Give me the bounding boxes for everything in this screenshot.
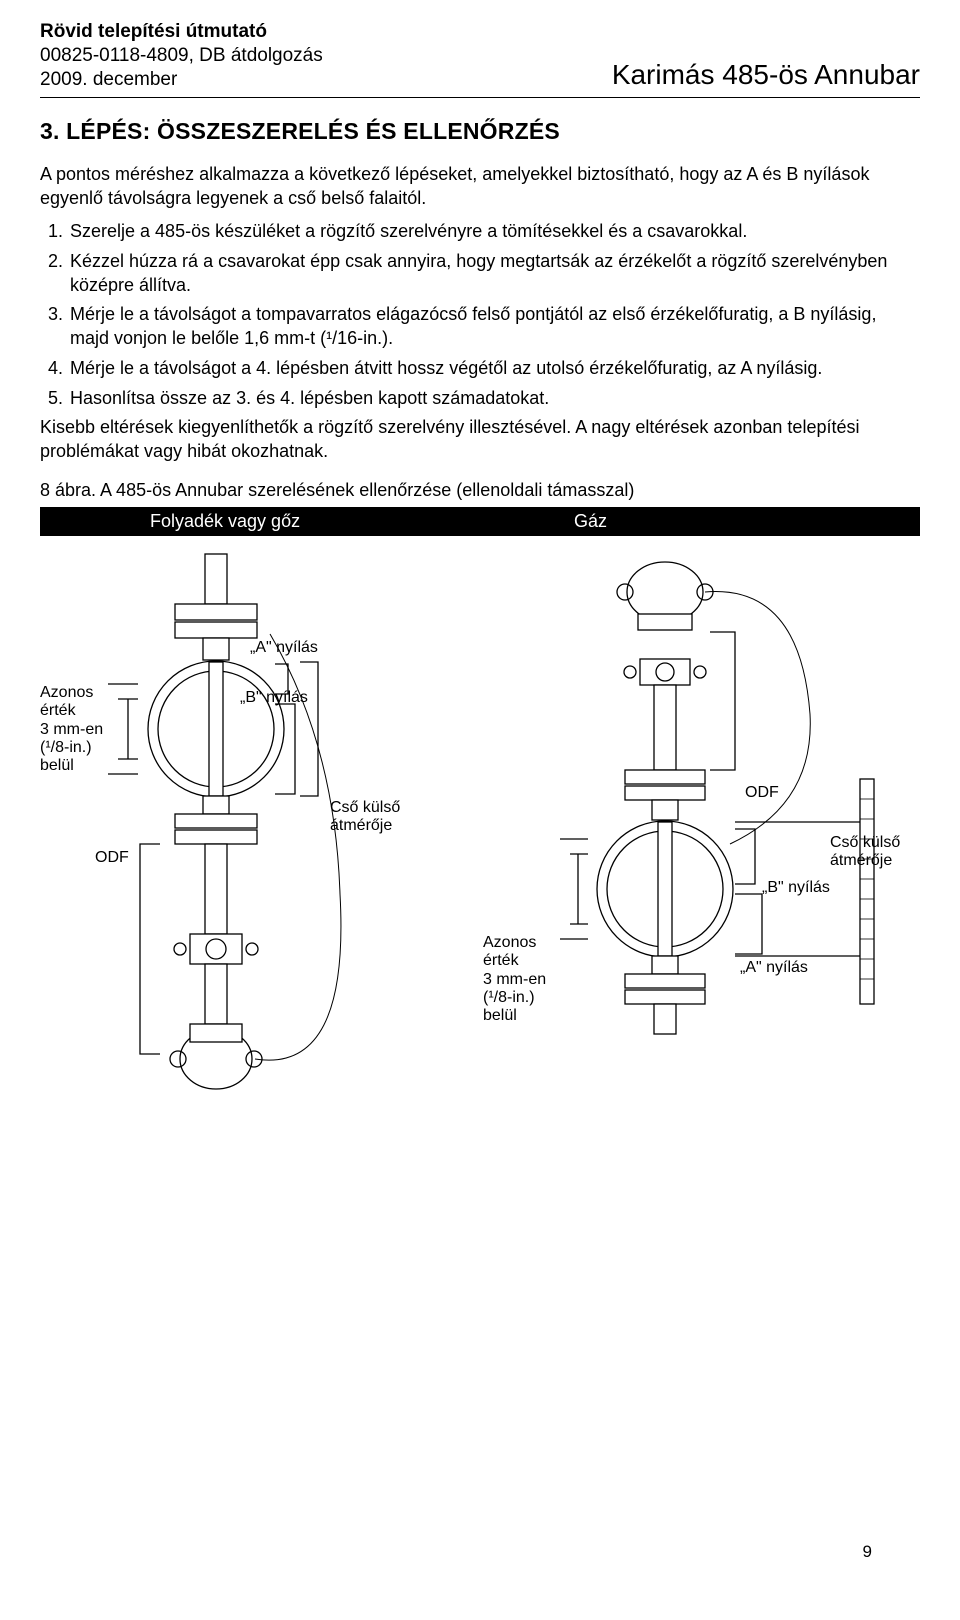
label-odf-left: ODF — [95, 849, 129, 867]
label-equal-left: Azonos érték 3 mm-en (¹/8-in.) belül — [40, 684, 103, 776]
label-slot-b-left: „B" nyílás — [240, 689, 308, 707]
section-intro: A pontos méréshez alkalmazza a következő… — [40, 163, 920, 210]
label-slot-a-left: „A" nyílás — [250, 639, 318, 657]
label-pipe-od-right: Cső külső átmérője — [830, 834, 900, 871]
header-rule — [40, 97, 920, 98]
list-item: Mérje le a távolságot a tompavarratos el… — [68, 303, 920, 351]
label-equal-right: Azonos érték 3 mm-en (¹/8-in.) belül — [483, 934, 546, 1026]
figure-header-col2: Gáz — [524, 511, 920, 532]
label-slot-a-right: „A" nyílás — [740, 959, 808, 977]
figure-header-col1: Folyadék vagy gőz — [40, 511, 524, 532]
section-note: Kisebb eltérések kiegyenlíthetők a rögzí… — [40, 416, 920, 464]
doc-number: 00825-0118-4809, DB átdolgozás — [40, 44, 323, 68]
page-number: 9 — [863, 1542, 872, 1562]
label-slot-b-right: „B" nyílás — [762, 879, 830, 897]
steps-list: Szerelje a 485-ös készüléket a rögzítő s… — [40, 220, 920, 410]
list-item: Hasonlítsa össze az 3. és 4. lépésben ka… — [68, 387, 920, 411]
figure-header-bar: Folyadék vagy gőz Gáz — [40, 507, 920, 536]
doc-title: Rövid telepítési útmutató — [40, 20, 323, 44]
page-header: Rövid telepítési útmutató 00825-0118-480… — [40, 20, 920, 91]
label-pipe-od-left: Cső külső átmérője — [330, 799, 400, 836]
product-name: Karimás 485-ös Annubar — [612, 59, 920, 91]
label-odf-right: ODF — [745, 784, 779, 802]
figure-diagram: Azonos érték 3 mm-en (¹/8-in.) belül „A"… — [40, 544, 920, 1204]
section-title: 3. LÉPÉS: ÖSSZESZERELÉS ÉS ELLENŐRZÉS — [40, 118, 920, 145]
doc-date: 2009. december — [40, 68, 323, 92]
diagram-svg — [40, 544, 920, 1204]
list-item: Mérje le a távolságot a 4. lépésben átvi… — [68, 357, 920, 381]
list-item: Szerelje a 485-ös készüléket a rögzítő s… — [68, 220, 920, 244]
list-item: Kézzel húzza rá a csavarokat épp csak an… — [68, 250, 920, 298]
figure-caption: 8 ábra. A 485-ös Annubar szerelésének el… — [40, 480, 920, 501]
